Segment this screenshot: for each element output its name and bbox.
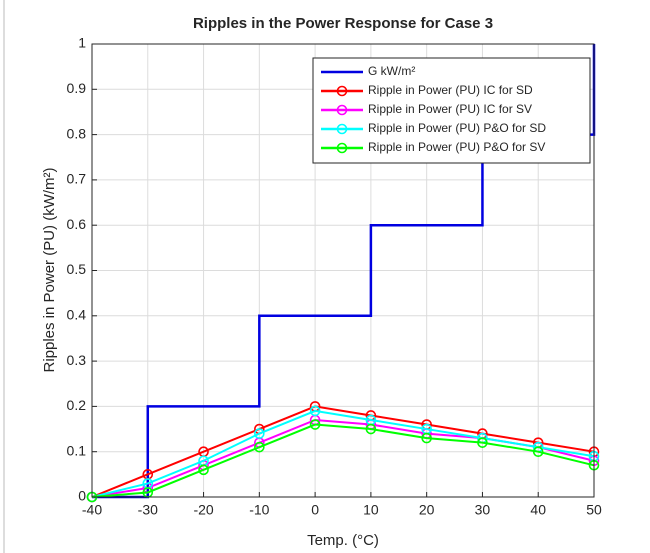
x-tick-label: 10 bbox=[363, 502, 379, 518]
marker bbox=[532, 446, 544, 458]
y-tick-label: 0.8 bbox=[67, 125, 87, 141]
series-line bbox=[91, 405, 595, 498]
marker bbox=[198, 464, 209, 476]
y-tick-label: 0.4 bbox=[67, 307, 87, 323]
x-tick-label: 40 bbox=[530, 502, 546, 518]
x-tick-label: -10 bbox=[249, 502, 269, 518]
x-tick-label: 0 bbox=[311, 502, 319, 518]
marker bbox=[309, 405, 321, 417]
x-tick-label: 20 bbox=[419, 502, 435, 518]
y-tick-label: 0 bbox=[78, 488, 86, 504]
marker bbox=[254, 428, 265, 439]
y-tick-label: 0.9 bbox=[67, 80, 87, 96]
series-line bbox=[91, 423, 595, 498]
legend-label: Ripple in Power (PU) P&O for SD bbox=[368, 121, 546, 135]
y-tick-label: 0.2 bbox=[67, 397, 87, 413]
legend-label: Ripple in Power (PU) IC for SV bbox=[368, 102, 532, 116]
plot-border bbox=[91, 43, 595, 498]
y-tick-label: 0.7 bbox=[67, 171, 87, 187]
legend-marker bbox=[336, 142, 348, 154]
legend-marker bbox=[336, 85, 348, 97]
y-axis-label: Ripples in Power (PU) (kW/m²) bbox=[41, 167, 58, 372]
y-tick-label: 0.6 bbox=[67, 216, 87, 232]
marker bbox=[365, 423, 377, 435]
y-tick-label: 0.3 bbox=[67, 352, 87, 368]
chart-title: Ripples in the Power Response for Case 3 bbox=[193, 15, 493, 32]
legend-label: Ripple in Power (PU) P&O for SV bbox=[368, 140, 545, 154]
y-tick-label: 1 bbox=[78, 35, 86, 51]
marker bbox=[477, 437, 488, 448]
x-tick-label: -40 bbox=[82, 502, 102, 518]
x-tick-label: -20 bbox=[193, 502, 213, 518]
series-line bbox=[91, 409, 595, 498]
y-tick-label: 0.1 bbox=[67, 442, 87, 458]
marker bbox=[254, 441, 265, 453]
marker bbox=[309, 419, 321, 430]
marker bbox=[421, 432, 432, 444]
legend-label: G kW/m² bbox=[368, 64, 415, 78]
x-tick-label: 50 bbox=[586, 502, 602, 518]
legend-marker bbox=[336, 123, 348, 135]
legend-marker bbox=[336, 104, 348, 116]
x-tick-label: -30 bbox=[138, 502, 158, 518]
x-axis-label: Temp. (°C) bbox=[307, 532, 379, 549]
x-tick-label: 30 bbox=[475, 502, 491, 518]
legend-label: Ripple in Power (PU) IC for SD bbox=[368, 83, 533, 97]
y-tick-label: 0.5 bbox=[67, 261, 87, 277]
